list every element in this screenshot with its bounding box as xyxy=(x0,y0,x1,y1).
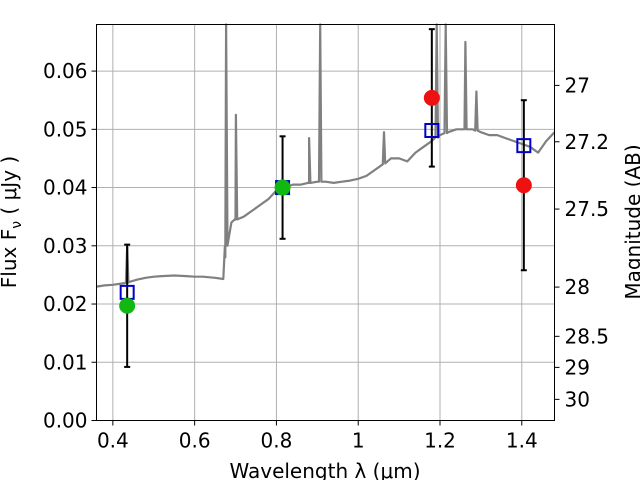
y-axis-label: Flux Fν ( μJy ) xyxy=(0,156,25,288)
model-spectrum-layer xyxy=(96,23,556,288)
x-tick-label: 1.4 xyxy=(506,429,538,453)
right-axis-label: Magnitude (AB) xyxy=(621,144,640,299)
x-tick-label: 1.2 xyxy=(424,429,456,453)
plot-frame xyxy=(96,24,555,421)
y-tick-label: 0.02 xyxy=(43,292,88,316)
model-spectrum-line xyxy=(96,23,556,288)
magnitude-tick-label: 28 xyxy=(565,275,590,299)
y-tick-label: 0.05 xyxy=(43,117,88,141)
y-tick-label: 0.03 xyxy=(43,234,88,258)
model-photometry-square xyxy=(424,122,440,138)
x-axis-label: Wavelength λ (μm) xyxy=(229,459,420,480)
magnitude-tick-label: 28.5 xyxy=(565,324,610,348)
x-tick-label: 0.6 xyxy=(179,429,211,453)
y-tick-label: 0.04 xyxy=(43,176,88,200)
marker-layer xyxy=(119,89,532,314)
observed-point-green xyxy=(119,297,136,314)
magnitude-tick-label: 29 xyxy=(565,355,590,379)
x-tick-labels: 0.4 0.6 0.8 1 1.2 1.4 xyxy=(97,420,538,453)
y-axis-label-sub: ν xyxy=(9,221,25,229)
model-photometry-square xyxy=(516,138,532,154)
observed-point-red xyxy=(515,177,532,194)
x-tick-label: 0.4 xyxy=(97,429,129,453)
y-tick-labels: 0.00 0.01 0.02 0.03 0.04 0.05 0.06 xyxy=(43,59,97,433)
y-tick-label: 0.06 xyxy=(43,59,88,83)
x-tick-label: 0.8 xyxy=(261,429,293,453)
magnitude-tick-label: 27 xyxy=(565,73,590,97)
observed-point-red xyxy=(423,89,440,106)
magnitude-tick-label: 27.5 xyxy=(565,197,610,221)
magnitude-tick-label: 27.2 xyxy=(565,130,610,154)
magnitude-tick-labels: 27 27.2 27.5 28 28.5 29 30 xyxy=(554,73,610,411)
y-axis-label-text: Flux F xyxy=(0,229,21,288)
y-axis-label-text: ( μJy ) xyxy=(0,156,21,221)
y-tick-label: 0.01 xyxy=(43,350,88,374)
magnitude-tick-label: 30 xyxy=(565,387,590,411)
observed-point-green xyxy=(274,179,291,196)
y-tick-label: 0.00 xyxy=(43,409,88,433)
x-tick-label: 1 xyxy=(352,429,365,453)
grid-lines xyxy=(96,24,555,421)
